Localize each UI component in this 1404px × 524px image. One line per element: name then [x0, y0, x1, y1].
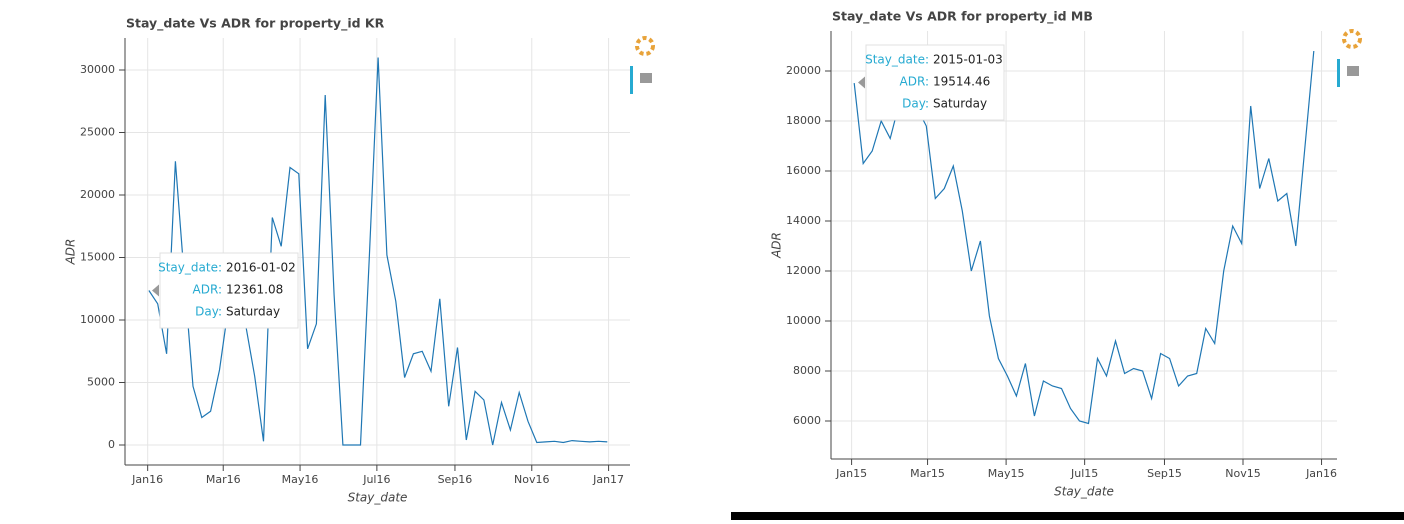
x-tick-label: Sep16 — [438, 473, 473, 486]
tooltip-arrow — [152, 284, 159, 297]
x-axis-label: Stay_date — [1054, 485, 1114, 499]
chart-title: Stay_date Vs ADR for property_id KR — [126, 16, 385, 32]
x-tick-label: Nov16 — [514, 473, 549, 486]
x-tick-label: Jan17 — [592, 473, 624, 486]
y-tick-label: 25000 — [80, 126, 115, 139]
tooltip-arrow — [858, 76, 865, 89]
data-line — [148, 57, 608, 446]
x-tick-label: Jan16 — [1305, 467, 1337, 480]
chart-title: Stay_date Vs ADR for property_id MB — [832, 9, 1093, 25]
hover-tool[interactable] — [640, 73, 652, 83]
tooltip-key: Stay_date: — [158, 261, 222, 275]
y-tick-label: 12000 — [786, 264, 821, 277]
y-tick-label: 16000 — [786, 164, 821, 177]
tooltip-key: Stay_date: — [865, 53, 929, 67]
hover-tool[interactable] — [1347, 66, 1359, 76]
x-tick-label: Nov15 — [1225, 467, 1260, 480]
y-tick-label: 30000 — [80, 63, 115, 76]
logo[interactable] — [635, 36, 655, 56]
x-axis-label: Stay_date — [348, 491, 408, 505]
tooltip: Stay_date: 2016-01-02 ADR: 12361.08 Day: Satu… — [152, 252, 299, 329]
x-tick-label: Jul16 — [362, 473, 390, 486]
x-tick-label: Mar15 — [910, 467, 945, 480]
tooltip-key: ADR: — [900, 75, 929, 89]
x-tick-label: Jan15 — [835, 467, 867, 480]
y-tick-label: 8000 — [793, 364, 821, 377]
data-line — [853, 50, 1315, 425]
tooltip-value: Saturday — [226, 305, 280, 319]
x-tick-label: Jan16 — [131, 473, 163, 486]
x-tick-label: Jul15 — [1070, 467, 1098, 480]
tooltip-value: Saturday — [933, 97, 987, 111]
bottom-bar — [731, 512, 1404, 520]
y-tick-label: 20000 — [786, 64, 821, 77]
tooltip-value: 2015-01-03 — [933, 53, 1003, 67]
y-tick-label: 5000 — [87, 376, 115, 389]
y-tick-label: 20000 — [80, 188, 115, 201]
tooltip-value: 19514.46 — [933, 75, 990, 89]
tooltip-value: 2016-01-02 — [226, 261, 296, 275]
y-tick-label: 0 — [108, 438, 115, 451]
y-axis-label: ADR — [770, 232, 784, 259]
tool-indicator — [630, 66, 633, 94]
y-tick-label: 14000 — [786, 214, 821, 227]
y-tick-label: 18000 — [786, 114, 821, 127]
y-tick-label: 6000 — [793, 414, 821, 427]
x-tick-label: Sep15 — [1147, 467, 1182, 480]
x-tick-label: May15 — [988, 467, 1025, 480]
x-tick-label: May16 — [282, 473, 319, 486]
y-tick-label: 10000 — [80, 313, 115, 326]
y-tick-label: 10000 — [786, 314, 821, 327]
tooltip-box — [865, 44, 1005, 121]
y-axis-label: ADR — [64, 239, 78, 266]
tooltip-box — [159, 252, 299, 329]
x-tick-label: Mar16 — [206, 473, 241, 486]
tooltip-key: Day: — [195, 305, 222, 319]
tooltip-key: Day: — [902, 97, 929, 111]
tool-indicator — [1337, 59, 1340, 87]
tooltip: Stay_date: 2015-01-03 ADR: 19514.46 Day: Satu… — [858, 44, 1005, 121]
tooltip-key: ADR: — [193, 283, 222, 297]
y-tick-label: 15000 — [80, 251, 115, 264]
logo[interactable] — [1342, 29, 1362, 49]
tooltip-value: 12361.08 — [226, 283, 283, 297]
toolbar — [630, 29, 1362, 94]
